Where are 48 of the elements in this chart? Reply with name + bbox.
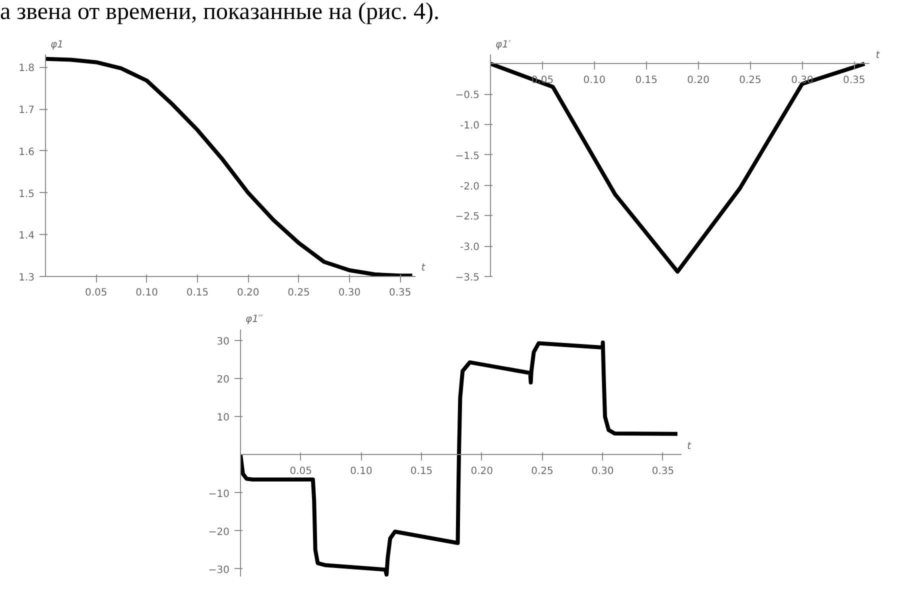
line-series [46,56,414,276]
y-tick-label: 20 [216,374,230,386]
y-tick-label: −10 [208,488,230,500]
y-tick-label: -2.0 [460,181,480,192]
y-tick-label: 1.5 [18,188,35,200]
x-tick-label: 0.15 [186,288,209,298]
x-tick-label: 0.05 [85,288,108,298]
y-tick-label: 1.6 [18,146,35,158]
x-tick-label: 0.15 [410,466,433,477]
x-tick-label: 0.05 [290,466,312,477]
x-tick-label: 0.15 [635,74,658,86]
y-tick-label: 1.3 [18,272,35,284]
y-tick-label: −2.5 [455,212,480,223]
y-axis-title: φ1 [50,40,64,51]
y-tick-label: −3.5 [455,272,480,284]
x-tick-label: 0.35 [388,288,412,298]
x-tick-label: 0.35 [652,466,674,477]
x-tick-label: 0.10 [350,466,372,477]
y-tick-label: −30 [208,564,230,576]
x-axis-title: t [876,50,881,61]
y-tick-label: 1.7 [18,105,35,116]
x-axis-title: t [687,440,692,452]
y-axis-title: φ1′′ [246,314,264,326]
x-tick-label: 0.10 [136,288,158,298]
x-tick-label: 0.30 [591,466,614,477]
line-series [490,62,867,274]
x-tick-label: 0.10 [583,74,606,86]
y-tick-label: 1.4 [18,230,35,242]
y-tick-label: −1.5 [455,150,480,162]
line-series [240,340,680,576]
y-axis-title: φ1′ [496,40,512,51]
y-tick-label: −0.5 [455,90,480,102]
x-tick-label: 0.20 [687,74,710,86]
x-tick-label: 0.35 [843,74,866,86]
x-tick-label: 0.30 [338,288,361,298]
y-tick-label: −20 [208,526,230,538]
x-tick-label: 0.20 [237,288,260,298]
x-axis-title: t [421,262,426,274]
y-tick-label: -1.0 [460,120,480,132]
y-tick-label: 10 [216,412,230,424]
y-tick-label: 30 [216,336,230,348]
y-tick-label: 1.8 [18,63,35,74]
text: а звена от времени, показанные на (рис. 4). [0,0,440,25]
x-tick-label: 0.25 [739,74,762,86]
x-tick-label: 0.25 [531,466,554,477]
y-tick-label: -3.0 [460,242,480,254]
x-tick-label: 0.20 [470,466,494,477]
x-tick-label: 0.25 [288,288,310,298]
